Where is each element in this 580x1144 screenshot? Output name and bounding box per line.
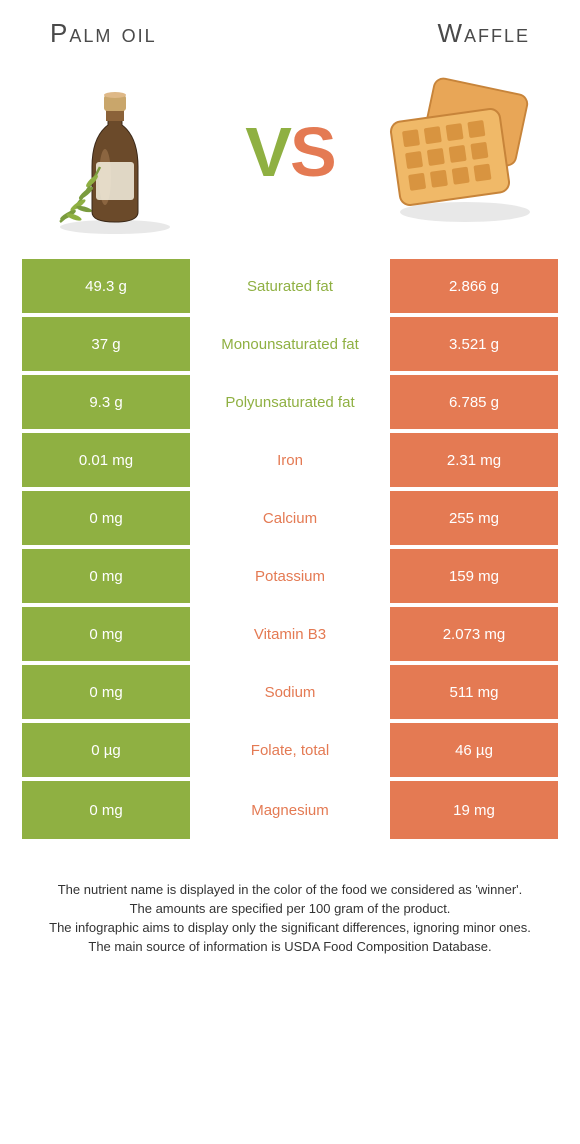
table-row: 0 mgCalcium255 mg xyxy=(22,491,558,549)
table-row: 0.01 mgIron2.31 mg xyxy=(22,433,558,491)
table-row: 0 µgFolate, total46 µg xyxy=(22,723,558,781)
value-left: 37 g xyxy=(22,317,190,371)
nutrient-label: Calcium xyxy=(190,491,390,545)
table-row: 0 mgMagnesium19 mg xyxy=(22,781,558,839)
table-row: 37 gMonounsaturated fat3.521 g xyxy=(22,317,558,375)
value-right: 6.785 g xyxy=(390,375,558,429)
value-right: 46 µg xyxy=(390,723,558,777)
table-row: 0 mgVitamin B32.073 mg xyxy=(22,607,558,665)
value-left: 0.01 mg xyxy=(22,433,190,487)
food-title-left: Palm oil xyxy=(50,18,157,49)
value-right: 159 mg xyxy=(390,549,558,603)
nutrient-label: Saturated fat xyxy=(190,259,390,313)
value-left: 0 mg xyxy=(22,665,190,719)
value-left: 9.3 g xyxy=(22,375,190,429)
nutrient-label: Polyunsaturated fat xyxy=(190,375,390,429)
nutrient-label: Sodium xyxy=(190,665,390,719)
table-row: 0 mgPotassium159 mg xyxy=(22,549,558,607)
value-left: 0 µg xyxy=(22,723,190,777)
nutrition-table: 49.3 gSaturated fat2.866 g37 gMonounsatu… xyxy=(20,257,560,841)
vs-s: S xyxy=(290,113,335,191)
food-image-left xyxy=(30,67,200,237)
table-row: 9.3 gPolyunsaturated fat6.785 g xyxy=(22,375,558,433)
footer-line: The nutrient name is displayed in the co… xyxy=(30,881,550,900)
value-right: 3.521 g xyxy=(390,317,558,371)
value-left: 0 mg xyxy=(22,491,190,545)
value-left: 49.3 g xyxy=(22,259,190,313)
images-row: VS xyxy=(0,57,580,257)
value-left: 0 mg xyxy=(22,549,190,603)
nutrient-label: Potassium xyxy=(190,549,390,603)
nutrient-label: Iron xyxy=(190,433,390,487)
value-right: 2.31 mg xyxy=(390,433,558,487)
value-left: 0 mg xyxy=(22,781,190,839)
vs-v: V xyxy=(245,113,290,191)
value-right: 2.073 mg xyxy=(390,607,558,661)
food-image-right xyxy=(380,67,550,237)
nutrient-label: Magnesium xyxy=(190,781,390,839)
value-right: 511 mg xyxy=(390,665,558,719)
waffle-icon xyxy=(380,67,550,237)
value-right: 255 mg xyxy=(390,491,558,545)
footer-line: The infographic aims to display only the… xyxy=(30,919,550,938)
footer-line: The amounts are specified per 100 gram o… xyxy=(30,900,550,919)
value-right: 19 mg xyxy=(390,781,558,839)
footer-notes: The nutrient name is displayed in the co… xyxy=(0,841,580,966)
nutrient-label: Monounsaturated fat xyxy=(190,317,390,371)
header: Palm oil Waffle xyxy=(0,0,580,57)
food-title-right: Waffle xyxy=(437,18,530,49)
table-row: 49.3 gSaturated fat2.866 g xyxy=(22,259,558,317)
nutrient-label: Folate, total xyxy=(190,723,390,777)
value-left: 0 mg xyxy=(22,607,190,661)
nutrient-label: Vitamin B3 xyxy=(190,607,390,661)
table-row: 0 mgSodium511 mg xyxy=(22,665,558,723)
footer-line: The main source of information is USDA F… xyxy=(30,938,550,957)
oil-bottle-icon xyxy=(30,67,200,237)
vs-label: VS xyxy=(245,112,334,192)
value-right: 2.866 g xyxy=(390,259,558,313)
